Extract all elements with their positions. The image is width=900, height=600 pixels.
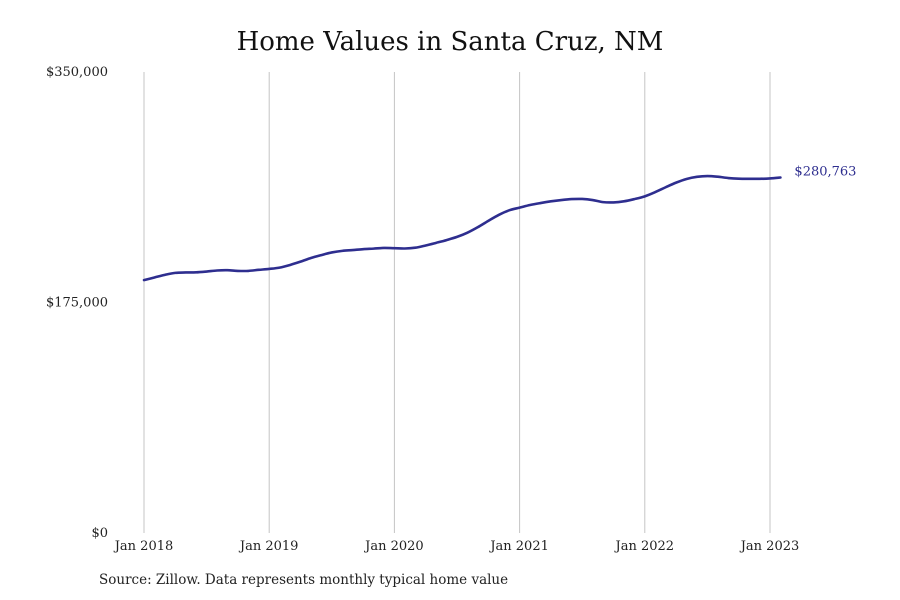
y-tick-label: $0 [91, 526, 108, 541]
chart-title: Home Values in Santa Cruz, NM [236, 27, 664, 57]
series-line [142, 174, 782, 282]
x-tick-label: Jan 2020 [363, 539, 424, 554]
end-value-label: $280,763 [794, 165, 856, 180]
x-tick-label: Jan 2018 [113, 539, 174, 554]
x-tick-label: Jan 2022 [614, 539, 675, 554]
x-axis-ticks: Jan 2018 Jan 2019 Jan 2020 Jan 2021 Jan 2022… [113, 539, 800, 554]
series-group: $280,763 [142, 165, 856, 282]
x-tick-label: Jan 2019 [238, 539, 299, 554]
x-gridlines [143, 72, 771, 533]
y-axis-ticks: $0 $175,000 $350,000 [46, 65, 108, 541]
x-tick-label: Jan 2023 [739, 539, 800, 554]
y-tick-label: $350,000 [46, 65, 108, 80]
y-tick-label: $175,000 [46, 296, 108, 311]
source-note: Source: Zillow. Data represents monthly … [99, 572, 509, 588]
x-tick-label: Jan 2021 [488, 539, 549, 554]
